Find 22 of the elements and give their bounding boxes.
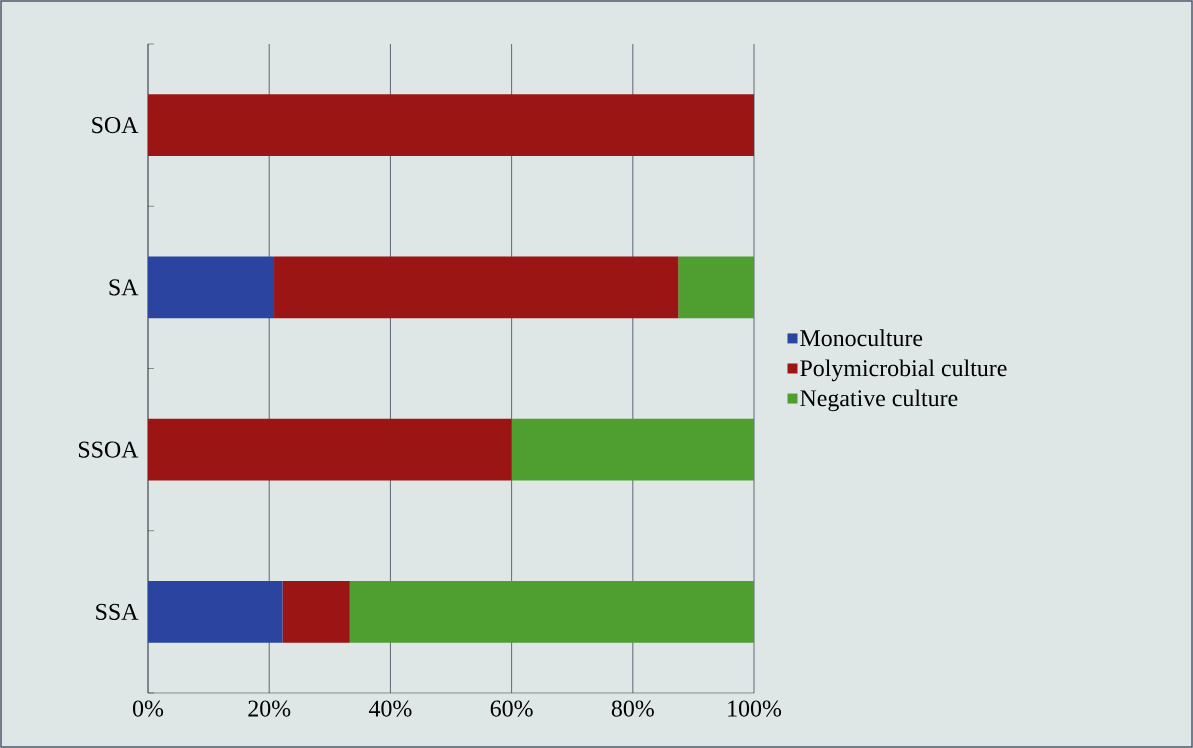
- x-tick-label: 60%: [490, 700, 533, 717]
- x-tick-label: 80%: [611, 700, 654, 717]
- y-tick-label: SSA: [96, 603, 139, 620]
- bar: [282, 581, 350, 643]
- legend-label: Negative culture: [800, 389, 958, 412]
- x-tick-label: 100%: [728, 700, 782, 717]
- y-tick-label: SA: [109, 279, 139, 296]
- x-tick-label: 40%: [368, 700, 412, 717]
- y-tick-label: SSOA: [78, 441, 139, 458]
- x-tick-label: 20%: [248, 700, 291, 717]
- bar: [148, 581, 283, 643]
- bar: [678, 256, 755, 319]
- bar: [148, 256, 275, 319]
- bar: [148, 94, 755, 156]
- y-tick-label: SOA: [92, 117, 139, 134]
- bar: [349, 581, 755, 643]
- x-tick-label: 0%: [132, 700, 164, 717]
- legend-label: Monoculture: [800, 329, 923, 347]
- bar: [511, 418, 755, 481]
- bar: [148, 418, 512, 481]
- legend-label: Polymicrobial culture: [800, 359, 1007, 382]
- bar: [274, 256, 679, 319]
